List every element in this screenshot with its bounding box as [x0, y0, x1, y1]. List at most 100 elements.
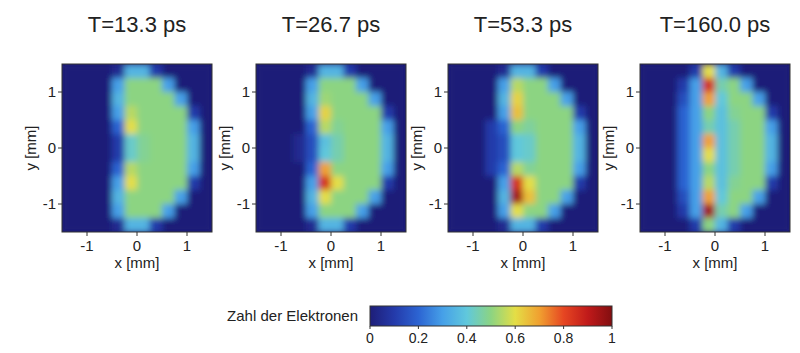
- cell: [281, 162, 294, 177]
- cell: [125, 134, 138, 149]
- cell: [715, 64, 728, 79]
- cell: [75, 134, 88, 149]
- cell: [125, 148, 138, 163]
- cell: [640, 176, 653, 191]
- cells-clip: [62, 64, 212, 232]
- cell: [548, 92, 561, 107]
- cell: [536, 148, 549, 163]
- cell: [394, 64, 407, 79]
- cell: [137, 148, 150, 163]
- cell: [256, 148, 269, 163]
- chart: -101-101x [mm]y [mm]T=13.3 ps -101-101x […: [0, 0, 800, 353]
- cell: [703, 204, 716, 219]
- cell: [187, 176, 200, 191]
- cell: [486, 190, 499, 205]
- cell: [175, 106, 188, 121]
- cell: [344, 64, 357, 79]
- cell: [269, 148, 282, 163]
- cell: [678, 176, 691, 191]
- cell: [653, 120, 666, 135]
- cell: [187, 64, 200, 79]
- cell: [448, 78, 461, 93]
- cell: [269, 78, 282, 93]
- cell: [753, 218, 766, 232]
- cell: [294, 92, 307, 107]
- cell: [461, 64, 474, 79]
- cell: [536, 190, 549, 205]
- cell: [653, 106, 666, 121]
- cell: [536, 176, 549, 191]
- panel: -101-101x [mm]y [mm]T=160.0 ps: [600, 12, 791, 271]
- cell: [586, 176, 599, 191]
- cells: [640, 64, 790, 232]
- cell: [356, 64, 369, 79]
- cell: [740, 106, 753, 121]
- cell: [331, 78, 344, 93]
- cell: [753, 162, 766, 177]
- colorbar-tick: [370, 326, 371, 329]
- x-tick-label: -1: [466, 237, 479, 254]
- cell: [728, 134, 741, 149]
- cell: [728, 190, 741, 205]
- cell: [394, 218, 407, 232]
- cell: [187, 78, 200, 93]
- cell: [498, 204, 511, 219]
- cell: [715, 148, 728, 163]
- cell: [715, 190, 728, 205]
- cell: [62, 204, 75, 219]
- cell: [665, 190, 678, 205]
- cell: [381, 120, 394, 135]
- cell: [511, 204, 524, 219]
- cell: [678, 204, 691, 219]
- cell: [62, 176, 75, 191]
- cell: [100, 190, 113, 205]
- cell: [150, 106, 163, 121]
- cell: [137, 78, 150, 93]
- cell: [175, 162, 188, 177]
- cell: [281, 78, 294, 93]
- plot-background: [62, 64, 212, 232]
- cell: [200, 64, 213, 79]
- cell: [175, 78, 188, 93]
- cell: [690, 190, 703, 205]
- cell: [319, 162, 332, 177]
- cell: [125, 64, 138, 79]
- x-tick-label: 0: [327, 237, 335, 254]
- cells: [448, 64, 598, 232]
- cell: [778, 120, 791, 135]
- cell: [87, 92, 100, 107]
- cell: [653, 64, 666, 79]
- cell: [331, 162, 344, 177]
- cell: [728, 106, 741, 121]
- cells-clip: [640, 64, 790, 232]
- plot-frame: [640, 64, 790, 232]
- y-tick: [252, 148, 256, 149]
- cell: [200, 148, 213, 163]
- cell: [765, 134, 778, 149]
- cell: [175, 176, 188, 191]
- cell: [511, 120, 524, 135]
- cell: [703, 218, 716, 232]
- panel-title: T=13.3 ps: [88, 12, 186, 37]
- cell: [331, 190, 344, 205]
- cell: [125, 218, 138, 232]
- cell: [175, 204, 188, 219]
- cell: [319, 106, 332, 121]
- panel: -101-101x [mm]y [mm]T=13.3 ps: [22, 12, 213, 271]
- cell: [75, 106, 88, 121]
- cell: [294, 162, 307, 177]
- cell: [137, 176, 150, 191]
- cell: [640, 64, 653, 79]
- cell: [586, 162, 599, 177]
- y-tick: [58, 204, 62, 205]
- cell: [100, 162, 113, 177]
- cell: [200, 92, 213, 107]
- cell: [523, 120, 536, 135]
- figure: -101-101x [mm]y [mm]T=13.3 ps -101-101x […: [0, 0, 800, 353]
- cell: [498, 78, 511, 93]
- cell: [87, 204, 100, 219]
- cell: [319, 218, 332, 232]
- cell: [740, 162, 753, 177]
- cell: [703, 162, 716, 177]
- cell: [294, 64, 307, 79]
